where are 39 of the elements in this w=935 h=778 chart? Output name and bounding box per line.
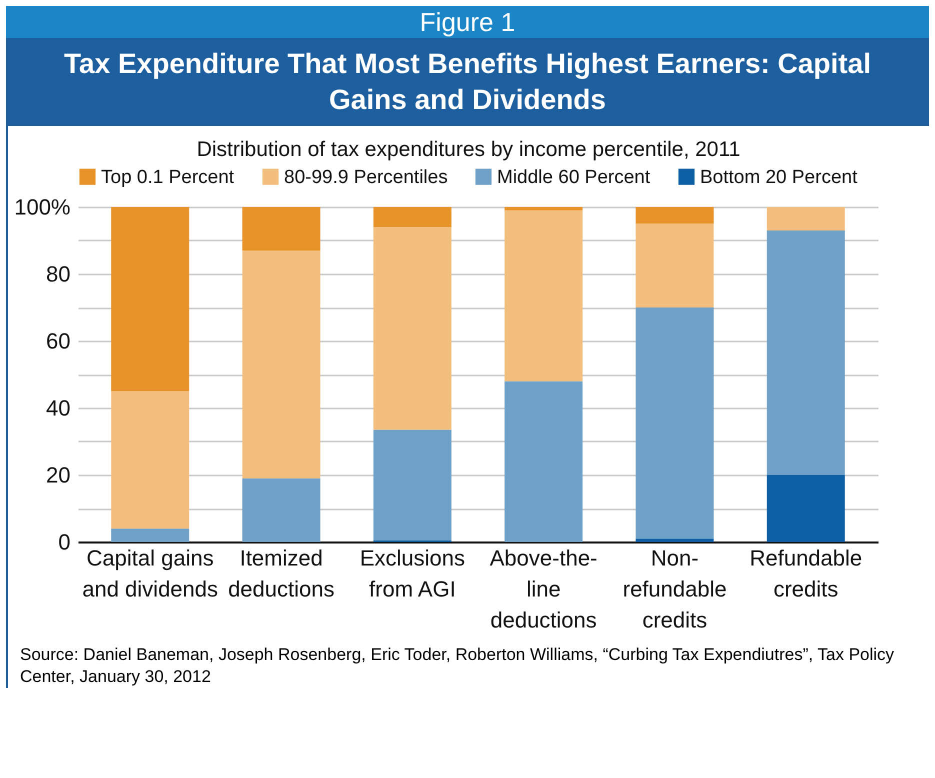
x-tick-label: Above-the-line deductions <box>490 546 598 632</box>
bar <box>636 308 714 539</box>
bar <box>636 538 714 542</box>
legend-label: 80-99.9 Percentiles <box>284 166 448 188</box>
source-note: Source: Daniel Baneman, Joseph Rosenberg, Eric Toder, Roberton Williams, “Curbing Tax Expendiutres”, Tax Policy Center, January 30, 2012 <box>19 644 896 688</box>
bar <box>373 430 452 540</box>
bar <box>242 207 320 251</box>
y-tick-label: 0 <box>58 530 70 554</box>
x-tick-label: Itemized deductions <box>228 546 334 602</box>
bar <box>504 210 583 382</box>
y-tick-label: 20 <box>46 462 70 488</box>
bar <box>636 207 714 224</box>
bar <box>111 528 190 542</box>
bar <box>504 381 583 542</box>
bar <box>373 207 452 228</box>
legend-label: Middle 60 Percent <box>497 166 651 188</box>
y-tick-label: 80 <box>46 262 70 286</box>
x-tick-label: Non-refundable credits <box>622 546 727 632</box>
caption: Figure 1 <box>6 6 929 38</box>
y-tick-label: 100% <box>14 194 70 220</box>
y-tick-label: 40 <box>46 396 70 420</box>
legend-label: Bottom 20 Percent <box>700 166 858 188</box>
x-tick-label: Exclusions from AGI <box>360 546 466 602</box>
bar <box>242 250 320 478</box>
bar <box>636 224 714 308</box>
chart-subtitle: Distribution of tax expenditures by income percentile, 2011 <box>196 137 742 162</box>
x-tick-label: Capital gains and dividends <box>82 546 218 602</box>
y-tick-label: 60 <box>46 328 70 354</box>
bar <box>373 227 452 430</box>
legend-label: Top 0.1 Percent <box>101 166 235 188</box>
chart-title: Tax Expenditure That Most Benefits Highest Earners: Capital Gains and Dividends <box>6 38 929 126</box>
bar <box>111 207 190 392</box>
bar <box>111 391 190 529</box>
bar <box>242 478 320 542</box>
bar <box>504 207 583 210</box>
bar <box>766 230 845 475</box>
bar <box>766 207 845 230</box>
bar <box>766 475 845 542</box>
x-tick-label: Refundable credits <box>750 546 862 602</box>
